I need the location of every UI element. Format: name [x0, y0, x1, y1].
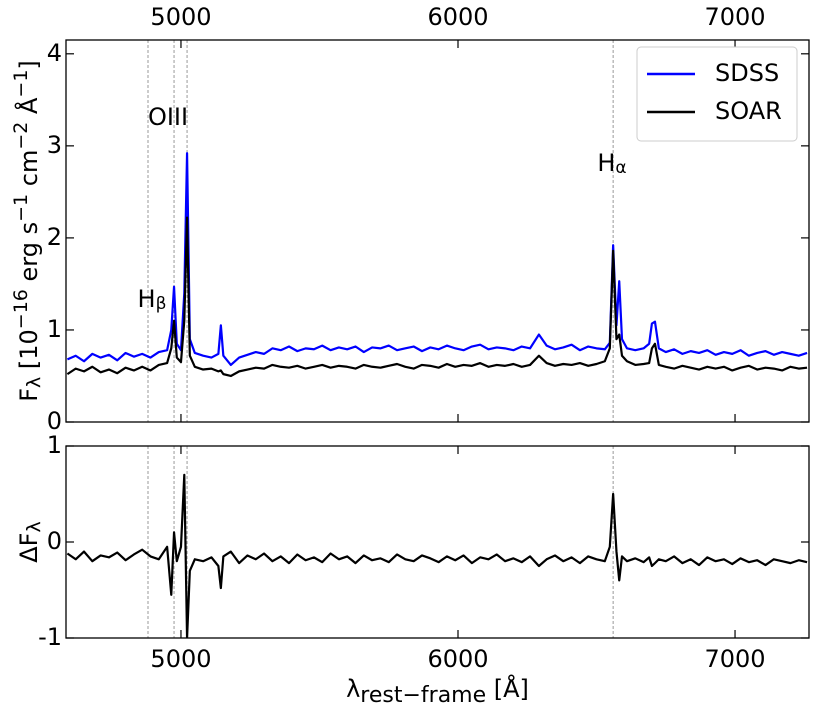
x-axis-label: λrest−frame [Å] — [346, 674, 529, 708]
text-part: [Å] — [486, 674, 529, 703]
legend-box — [636, 46, 798, 142]
x-tick-label: 7000 — [704, 3, 765, 31]
y-tick-label: 0 — [47, 407, 62, 435]
text-part: H — [138, 285, 156, 313]
x-tick-label: 5000 — [150, 645, 211, 673]
y-tick-label: 1 — [47, 315, 62, 343]
y-tick-label: 2 — [47, 223, 62, 251]
y-tick-label: 0 — [47, 527, 62, 555]
legend-label: SDSS — [715, 59, 779, 87]
spectrum-line — [66, 473, 808, 638]
text-part: β — [156, 294, 167, 314]
x-tick-label: 7000 — [704, 645, 765, 673]
text-part: λ — [23, 521, 45, 532]
y-tick-label: 1 — [47, 431, 62, 459]
text-part: rest−frame — [360, 683, 486, 708]
spectrum-line — [66, 216, 808, 378]
text-part: [10 — [15, 329, 43, 377]
text-part: OIII — [148, 103, 188, 131]
x-tick-label: 6000 — [427, 3, 488, 31]
text-part: F — [15, 388, 43, 402]
text-part: ] — [15, 60, 43, 69]
y-axis-label: Fλ [10−16 erg s−1 cm−2 Å−1] — [10, 60, 45, 402]
text-part: −1 — [10, 70, 32, 98]
text-part: −1 — [10, 194, 32, 222]
line-annotation: Hα — [597, 149, 626, 178]
y-tick-label: 4 — [47, 39, 62, 67]
text-part: Å — [14, 97, 43, 122]
line-annotation: Hβ — [138, 285, 167, 314]
legend-label: SOAR — [715, 97, 782, 125]
x-tick-label: 6000 — [427, 645, 488, 673]
text-part: −16 — [10, 289, 32, 329]
text-part: λ — [23, 377, 45, 388]
text-part: λ — [346, 675, 360, 703]
plot-frame — [65, 39, 810, 423]
x-tick-label: 5000 — [150, 3, 211, 31]
text-part: H — [597, 149, 615, 177]
y-axis-label: ΔFλ — [15, 521, 45, 562]
text-part: ΔF — [15, 533, 43, 563]
text-part: α — [615, 158, 626, 178]
y-tick-label: -1 — [38, 623, 62, 651]
spectrum-line — [66, 152, 808, 367]
plot-frame — [65, 445, 810, 639]
text-part: cm — [15, 150, 43, 194]
text-part: −2 — [10, 122, 32, 150]
line-annotation: OIII — [148, 103, 188, 131]
text-part: erg s — [15, 222, 43, 289]
y-tick-label: 3 — [47, 131, 62, 159]
